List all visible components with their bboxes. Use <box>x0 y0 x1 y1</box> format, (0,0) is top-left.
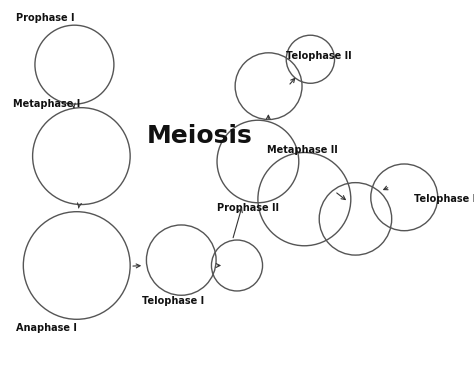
Text: Anaphase I: Anaphase I <box>16 323 77 333</box>
Text: Prophase I: Prophase I <box>16 13 75 23</box>
Text: Metaphase I: Metaphase I <box>13 99 81 109</box>
Text: Metaphase II: Metaphase II <box>267 145 338 155</box>
Text: Prophase II: Prophase II <box>217 203 279 213</box>
Text: Meiosis: Meiosis <box>147 124 253 148</box>
Text: Telophase II: Telophase II <box>414 194 474 204</box>
Text: Telophase I: Telophase I <box>142 296 204 306</box>
Text: Telophase II: Telophase II <box>286 51 351 61</box>
